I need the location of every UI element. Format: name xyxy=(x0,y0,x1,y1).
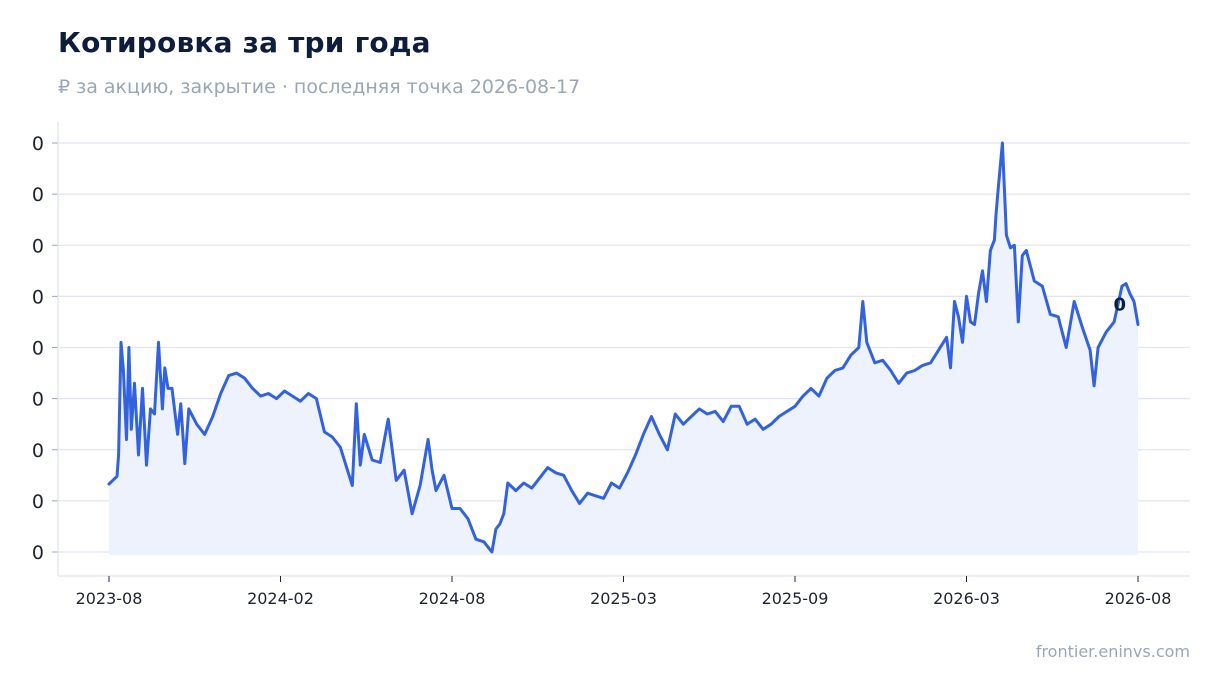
x-tick-label: 2023-08 xyxy=(76,589,143,608)
y-tick-label: 0 xyxy=(32,184,44,206)
x-tick-label: 2024-02 xyxy=(247,589,314,608)
y-tick-label: 0 xyxy=(32,133,44,155)
source-credit: frontier.eninvs.com xyxy=(1035,642,1190,661)
x-tick-label: 2026-03 xyxy=(933,589,1000,608)
y-tick-label: 0 xyxy=(32,286,44,308)
y-tick-label: 0 xyxy=(32,542,44,564)
y-tick-label: 0 xyxy=(32,235,44,257)
y-tick-label: 0 xyxy=(32,440,44,462)
price-line xyxy=(107,141,1140,554)
x-tick-label: 2024-08 xyxy=(419,589,486,608)
x-tick-label: 2025-03 xyxy=(590,589,657,608)
y-tick-labels: 0 0 0 0 0 0 0 0 0 xyxy=(32,133,44,564)
end-value-label: 0 xyxy=(1113,294,1126,315)
y-tick-label: 0 xyxy=(32,338,44,360)
y-tick-label: 0 xyxy=(32,389,44,411)
y-tick-label: 0 xyxy=(32,491,44,513)
x-tick-label: 2026-08 xyxy=(1105,589,1172,608)
x-tick-label: 2025-09 xyxy=(762,589,829,608)
area-fill xyxy=(109,143,1138,555)
x-tick-labels: 2023-08 2024-02 2024-08 2025-03 2025-09 2026-… xyxy=(76,589,1172,608)
x-tick-marks xyxy=(108,576,1139,582)
chart-title: Котировка за три года xyxy=(58,26,431,59)
chart-subtitle: ₽ за акцию, закрытие · последняя точка 2… xyxy=(58,76,581,98)
